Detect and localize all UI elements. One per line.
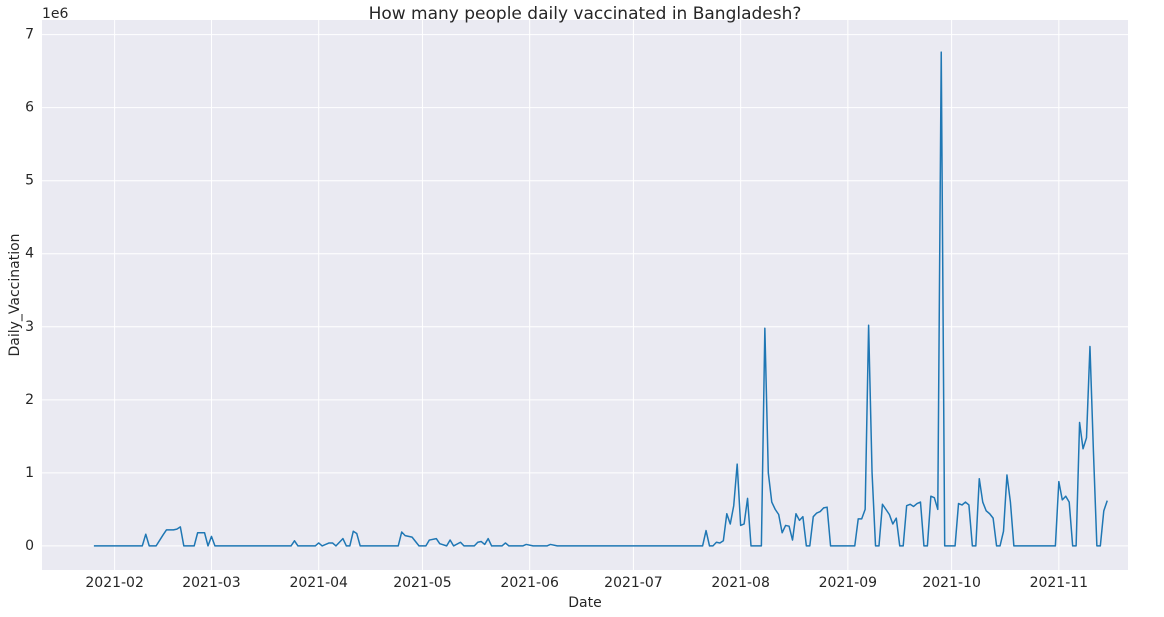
y-tick-label: 4 [25, 246, 34, 262]
data-line [93, 51, 1108, 547]
x-tick-label: 2021-05 [393, 575, 452, 591]
x-tick-label: 2021-07 [604, 575, 663, 591]
y-tick-label: 2 [25, 392, 34, 408]
chart-title: How many people daily vaccinated in Bang… [369, 4, 802, 24]
x-axis-label: Date [568, 595, 601, 611]
y-tick-label: 6 [25, 100, 34, 116]
x-tick-label: 2021-10 [922, 575, 981, 591]
x-tick-label: 2021-08 [711, 575, 770, 591]
y-offset-label: 1e6 [42, 6, 69, 22]
plot-area [42, 20, 1128, 570]
y-axis-label: Daily_Vaccination [7, 233, 23, 356]
y-tick-label: 0 [25, 538, 34, 554]
x-tick-label: 2021-04 [289, 575, 348, 591]
y-tick-label: 5 [25, 173, 34, 189]
y-tick-label: 7 [25, 27, 34, 43]
x-tick-label: 2021-09 [819, 575, 878, 591]
x-tick-label: 2021-02 [85, 575, 144, 591]
x-tick-label: 2021-06 [500, 575, 559, 591]
x-tick-label: 2021-11 [1030, 575, 1089, 591]
y-tick-label: 3 [25, 319, 34, 335]
y-tick-label: 1 [25, 465, 34, 481]
x-tick-label: 2021-03 [182, 575, 241, 591]
